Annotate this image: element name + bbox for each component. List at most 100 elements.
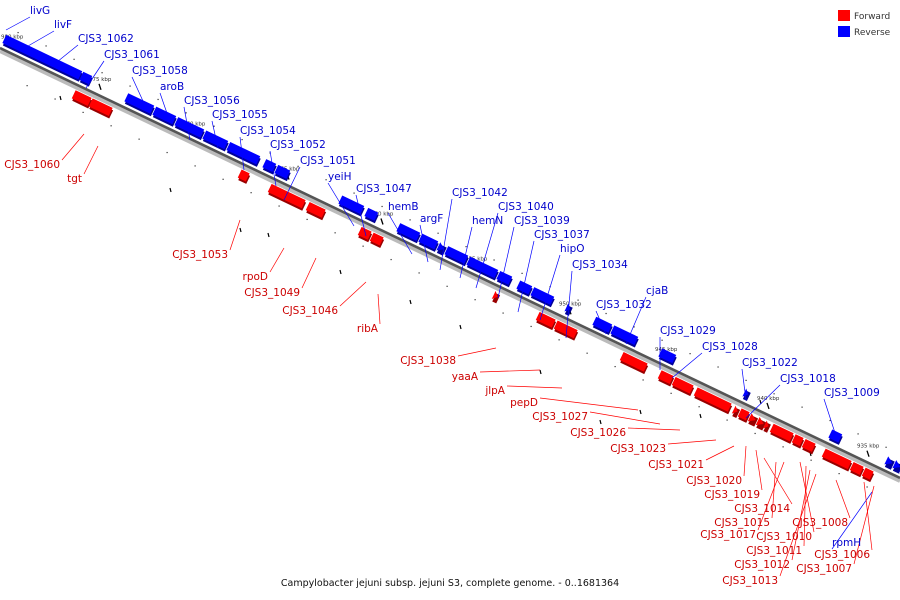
- forward-gene-label: CJS3_1013: [722, 575, 778, 587]
- reverse-leader: [5, 16, 31, 31]
- reverse-gene: [202, 130, 229, 152]
- guide-dot: [885, 446, 887, 448]
- gene-block: [369, 232, 384, 246]
- guide-dot: [717, 366, 719, 368]
- reverse-gene-label: hemN: [472, 215, 503, 227]
- forward-gene-label: CJS3_1046: [282, 305, 338, 317]
- guide-dot: [446, 285, 448, 287]
- reverse-gene-label: CJS3_1054: [240, 125, 296, 137]
- reverse-gene: [79, 71, 93, 87]
- reverse-gene: [892, 460, 900, 474]
- gene-block: [226, 141, 261, 165]
- guide-dot: [334, 232, 336, 234]
- reverse-gene: [742, 388, 751, 401]
- guide-dot: [381, 205, 383, 208]
- gene-block: [338, 195, 365, 215]
- gene-shadow: [884, 458, 895, 470]
- guide-dot: [801, 406, 803, 408]
- gene-block: [769, 423, 794, 442]
- guide-dot: [521, 272, 523, 274]
- reverse-gene: [2, 34, 83, 82]
- gene-block: [553, 320, 578, 339]
- forward-leader: [779, 473, 817, 577]
- gene-block: [418, 233, 439, 250]
- forward-gene: [755, 417, 767, 431]
- reverse-gene-label: CJS3_1042: [452, 187, 508, 199]
- guide-dot: [857, 433, 859, 435]
- forward-gene-label: CJS3_1049: [244, 287, 300, 299]
- forward-leader: [83, 145, 99, 175]
- forward-leader: [705, 445, 735, 461]
- guide-dot: [362, 245, 364, 247]
- forward-gene-label: yaaA: [452, 371, 479, 383]
- forward-leader: [229, 219, 241, 251]
- reverse-gene-label: aroB: [160, 81, 184, 93]
- reverse-leader: [625, 296, 647, 345]
- forward-gene-label: CJS3_1060: [4, 159, 60, 171]
- guide-dot: [698, 406, 700, 408]
- forward-gene-label: CJS3_1027: [532, 411, 588, 423]
- guide-dot: [213, 125, 215, 127]
- gene-block: [849, 461, 864, 475]
- guide-dot: [278, 205, 280, 207]
- forward-gene: [791, 434, 805, 449]
- forward-leader: [667, 439, 717, 445]
- gene-arrow: [436, 242, 445, 251]
- forward-gene-label: rpoD: [243, 271, 269, 283]
- forward-leader: [377, 293, 381, 325]
- forward-gene-label: CJS3_1010: [756, 531, 812, 543]
- gene-block: [444, 246, 469, 264]
- guide-dot: [82, 111, 84, 114]
- guide-dot: [493, 259, 495, 261]
- guide-dot: [437, 232, 439, 234]
- kbp-tick-label: 975 kbp: [89, 77, 112, 83]
- guide-dot: [17, 31, 19, 34]
- guide-dot: [129, 85, 131, 87]
- forward-gene-label: CJS3_1019: [704, 489, 760, 501]
- minor-tick: [239, 227, 242, 233]
- guide-dot: [642, 379, 644, 381]
- guide-dot: [250, 192, 252, 194]
- forward-gene-label: tgt: [67, 173, 82, 185]
- guide-dot: [166, 151, 168, 154]
- guide-dot: [782, 446, 784, 448]
- guide-dot: [185, 112, 187, 114]
- reverse-leader: [475, 212, 499, 289]
- guide-dot: [409, 219, 411, 221]
- reverse-gene: [174, 117, 205, 141]
- forward-gene: [71, 90, 93, 109]
- reverse-gene: [516, 280, 533, 297]
- guide-dot: [558, 339, 560, 341]
- minor-tick: [539, 369, 542, 375]
- guide-dot: [810, 459, 812, 461]
- gene-block: [791, 434, 804, 447]
- reverse-gene-label: CJS3_1047: [356, 183, 412, 195]
- gene-block: [535, 311, 556, 328]
- forward-gene-label: jlpA: [484, 385, 505, 397]
- reverse-gene: [274, 164, 291, 182]
- reverse-gene-label: CJS3_1009: [824, 387, 880, 399]
- forward-gene: [671, 376, 695, 397]
- reverse-leader: [517, 240, 535, 313]
- reverse-leader: [183, 106, 191, 141]
- gene-block: [2, 34, 83, 80]
- reverse-leader: [459, 226, 473, 279]
- forward-leader: [763, 457, 793, 505]
- reverse-gene-label: CJS3_1039: [514, 215, 570, 227]
- reverse-gene-label: argF: [420, 213, 443, 225]
- gene-shadow: [436, 244, 447, 256]
- kbp-tick-label: 955 kbp: [465, 256, 488, 262]
- reverse-gene-label: CJS3_1018: [780, 373, 836, 385]
- guide-dot: [530, 325, 532, 328]
- forward-gene-label: CJS3_1006: [814, 549, 870, 561]
- gene-shadow: [564, 305, 573, 316]
- forward-gene-label: CJS3_1015: [714, 517, 770, 529]
- reverse-gene-label: CJS3_1022: [742, 357, 798, 369]
- guide-dot: [465, 246, 467, 248]
- kbp-tick-label: 960 kbp: [371, 212, 394, 218]
- guide-dot: [222, 178, 224, 180]
- forward-gene-label: CJS3_1026: [570, 427, 626, 439]
- forward-gene: [769, 423, 795, 444]
- guide-dot: [194, 165, 196, 167]
- forward-gene: [88, 98, 114, 119]
